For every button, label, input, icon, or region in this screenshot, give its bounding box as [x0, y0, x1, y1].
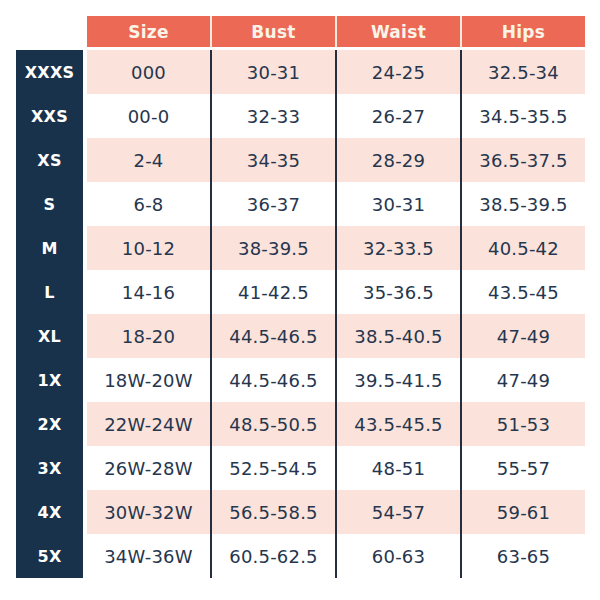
table-cell: 34-35	[212, 138, 337, 182]
table-cell: 10-12	[87, 226, 212, 270]
table-cell: 26-27	[337, 94, 462, 138]
table-cell: 43.5-45	[462, 270, 585, 314]
table-cell: 56.5-58.5	[212, 490, 337, 534]
table-cell: 63-65	[462, 534, 585, 578]
row-label: XXXS	[16, 50, 83, 94]
row-label: 1X	[16, 358, 83, 402]
table-cell: 2-4	[87, 138, 212, 182]
table-cell: 34W-36W	[87, 534, 212, 578]
table-row: 18-2044.5-46.538.5-40.547-49	[87, 314, 585, 358]
table-cell: 18-20	[87, 314, 212, 358]
table-cell: 44.5-46.5	[212, 314, 337, 358]
table-cell: 38.5-39.5	[462, 182, 585, 226]
table-cell: 36.5-37.5	[462, 138, 585, 182]
table-cell: 32-33	[212, 94, 337, 138]
table-row: 14-1641-42.535-36.543.5-45	[87, 270, 585, 314]
table-cell: 54-57	[337, 490, 462, 534]
table-cell: 47-49	[462, 358, 585, 402]
table-cell: 32-33.5	[337, 226, 462, 270]
table-cell: 47-49	[462, 314, 585, 358]
table-row: 18W-20W44.5-46.539.5-41.547-49	[87, 358, 585, 402]
table-cell: 39.5-41.5	[337, 358, 462, 402]
table-cell: 35-36.5	[337, 270, 462, 314]
table-row: 00-032-3326-2734.5-35.5	[87, 94, 585, 138]
table-cell: 18W-20W	[87, 358, 212, 402]
table-cell: 51-53	[462, 402, 585, 446]
row-label: S	[16, 182, 83, 226]
table-row: 22W-24W48.5-50.543.5-45.551-53	[87, 402, 585, 446]
table-cell: 38-39.5	[212, 226, 337, 270]
table-cell: 32.5-34	[462, 50, 585, 94]
table-cell: 24-25	[337, 50, 462, 94]
table-cell: 60-63	[337, 534, 462, 578]
row-label-column: XXXSXXSXSSMLXL1X2X3X4X5X	[16, 50, 83, 578]
table-cell: 48.5-50.5	[212, 402, 337, 446]
row-label: 3X	[16, 446, 83, 490]
table-cell: 55-57	[462, 446, 585, 490]
table-cell: 44.5-46.5	[212, 358, 337, 402]
table-cell: 59-61	[462, 490, 585, 534]
table-cell: 36-37	[212, 182, 337, 226]
table-cell: 43.5-45.5	[337, 402, 462, 446]
row-label: 4X	[16, 490, 83, 534]
table-cell: 30-31	[337, 182, 462, 226]
table-row: 00030-3124-2532.5-34	[87, 50, 585, 94]
table-cell: 52.5-54.5	[212, 446, 337, 490]
table-cell: 38.5-40.5	[337, 314, 462, 358]
table-cell: 26W-28W	[87, 446, 212, 490]
table-row: 6-836-3730-3138.5-39.5	[87, 182, 585, 226]
table-cell: 60.5-62.5	[212, 534, 337, 578]
table-cell: 28-29	[337, 138, 462, 182]
column-header-size: Size	[87, 16, 212, 47]
table-row: 10-1238-39.532-33.540.5-42	[87, 226, 585, 270]
table-cell: 22W-24W	[87, 402, 212, 446]
table-cell: 6-8	[87, 182, 212, 226]
table-body: 00030-3124-2532.5-3400-032-3326-2734.5-3…	[87, 50, 585, 578]
row-label: XXS	[16, 94, 83, 138]
row-label: M	[16, 226, 83, 270]
row-label: 5X	[16, 534, 83, 578]
size-chart: Size Bust Waist Hips XXXSXXSXSSMLXL1X2X3…	[0, 0, 600, 600]
column-header-waist: Waist	[337, 16, 462, 47]
table-cell: 000	[87, 50, 212, 94]
table-row: 34W-36W60.5-62.560-6363-65	[87, 534, 585, 578]
table-cell: 48-51	[337, 446, 462, 490]
column-header-bust: Bust	[212, 16, 337, 47]
table-cell: 34.5-35.5	[462, 94, 585, 138]
row-label: 2X	[16, 402, 83, 446]
table-row: 2-434-3528-2936.5-37.5	[87, 138, 585, 182]
table-cell: 41-42.5	[212, 270, 337, 314]
table-cell: 30-31	[212, 50, 337, 94]
table-row: 30W-32W56.5-58.554-5759-61	[87, 490, 585, 534]
table-cell: 30W-32W	[87, 490, 212, 534]
table-header-row: Size Bust Waist Hips	[87, 16, 585, 47]
column-header-hips: Hips	[462, 16, 585, 47]
table-cell: 00-0	[87, 94, 212, 138]
table-cell: 14-16	[87, 270, 212, 314]
table-cell: 40.5-42	[462, 226, 585, 270]
row-label: XL	[16, 314, 83, 358]
table-row: 26W-28W52.5-54.548-5155-57	[87, 446, 585, 490]
row-label: XS	[16, 138, 83, 182]
row-label: L	[16, 270, 83, 314]
